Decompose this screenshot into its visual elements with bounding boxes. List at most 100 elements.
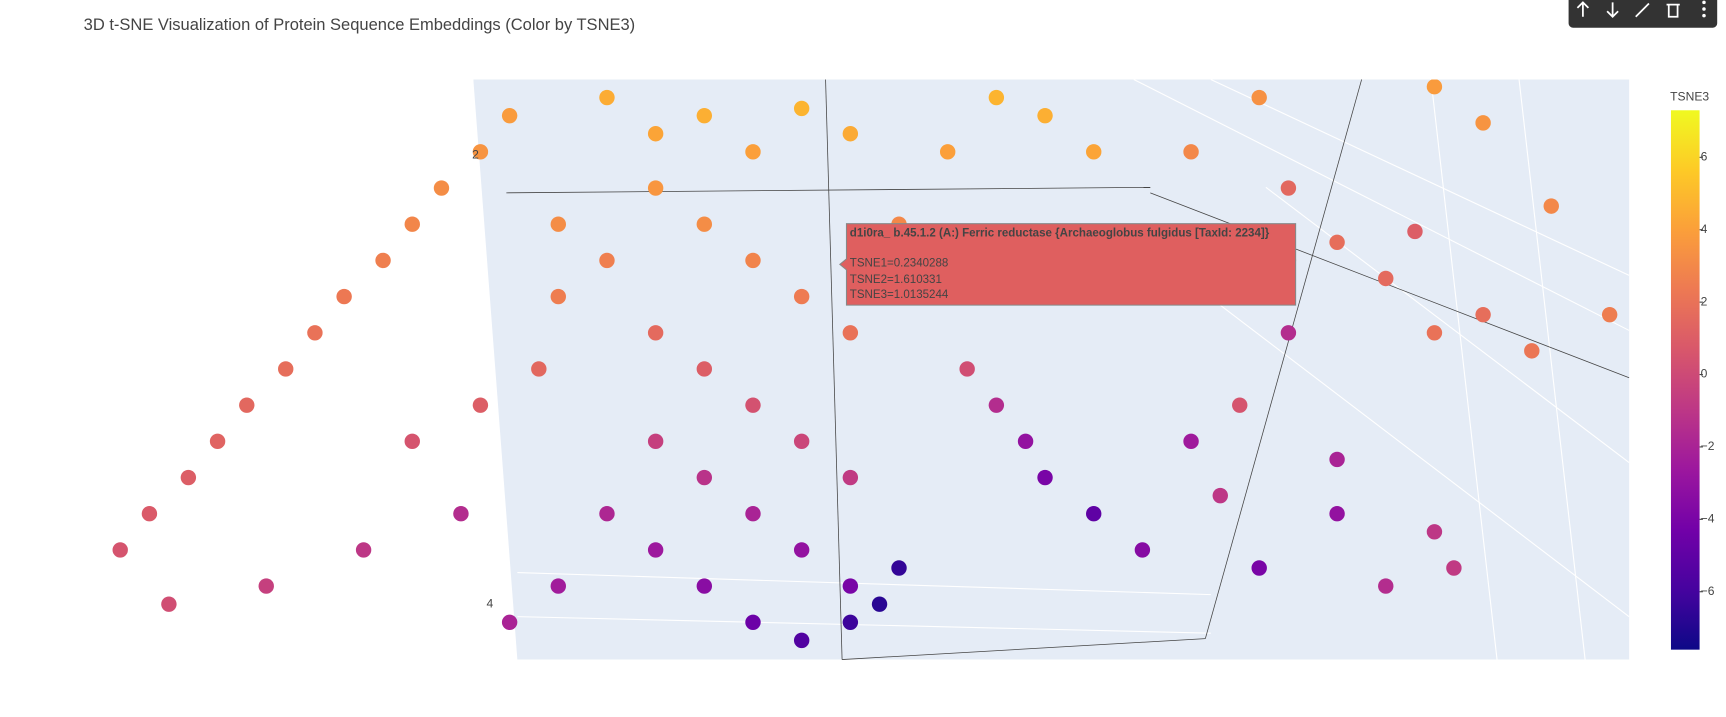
point: [599, 89, 615, 106]
point: [793, 632, 810, 649]
point: [258, 578, 274, 594]
point: [1280, 325, 1297, 341]
point: [1426, 79, 1443, 95]
point: [1212, 487, 1228, 504]
point: [336, 288, 352, 305]
point: [1183, 144, 1199, 160]
point: [599, 506, 615, 522]
more-icon[interactable]: [1702, 0, 1706, 18]
point: [793, 100, 810, 117]
delete-icon[interactable]: [1666, 3, 1680, 18]
point: [696, 469, 713, 486]
tooltip-line: TSNE2=1.610331: [850, 274, 942, 286]
point: [1601, 306, 1618, 323]
point: [141, 506, 158, 522]
point: [696, 578, 713, 594]
point: [745, 144, 761, 160]
tooltip-line: TSNE1=0.2340288: [850, 257, 949, 269]
point: [1329, 451, 1345, 468]
point: [842, 469, 859, 486]
point: [647, 542, 664, 558]
overlay: 24: [472, 148, 493, 611]
point: [501, 107, 518, 124]
point: [647, 433, 664, 450]
point: [871, 596, 888, 612]
colorbar-title: TSNE3: [1670, 89, 1709, 103]
point: [550, 216, 566, 232]
tooltip-line: TSNE3=1.0135244: [850, 289, 949, 301]
point: [647, 126, 664, 142]
point: [1134, 542, 1151, 558]
point: [1037, 107, 1053, 124]
point: [696, 361, 713, 377]
point: [842, 325, 859, 341]
point: [550, 288, 566, 305]
colorbar-tick-label: 2: [1701, 294, 1708, 308]
point: [1251, 560, 1267, 576]
point: [472, 397, 489, 413]
point: [988, 397, 1005, 413]
point: [1251, 89, 1267, 106]
point: [1329, 234, 1345, 251]
point: [1407, 223, 1423, 240]
point: [842, 578, 859, 594]
point: [1378, 578, 1394, 594]
point: [745, 397, 761, 413]
point: [1037, 469, 1053, 486]
colorbar-scale: [1670, 110, 1700, 650]
point: [988, 89, 1005, 106]
point: [1086, 506, 1102, 522]
scene-tick-label: 4: [486, 597, 493, 611]
point: [404, 216, 420, 232]
move-up-icon[interactable]: [1576, 1, 1590, 17]
scene-background: [71, 78, 1630, 660]
point: [161, 596, 177, 612]
colorbar-tick-label: −6: [1701, 584, 1715, 598]
point: [1017, 433, 1034, 450]
point: [278, 361, 294, 377]
edit-icon[interactable]: [1635, 2, 1650, 18]
point: [959, 361, 975, 377]
point: [531, 361, 547, 377]
colorbar-tick-label: −2: [1701, 439, 1715, 453]
point: [1426, 325, 1443, 341]
point: [550, 578, 566, 594]
hover-tooltip: d1i0ra_ b.45.1.2 (A:) Ferric reductase {…: [839, 223, 1297, 306]
point: [307, 325, 323, 341]
colorbar-tick-label: 6: [1701, 150, 1708, 164]
point: [1524, 343, 1540, 359]
point: [842, 126, 859, 142]
colorbar-tick-label: 0: [1701, 367, 1708, 381]
point: [696, 107, 713, 124]
point: [1543, 198, 1559, 214]
tooltip-title: d1i0ra_ b.45.1.2 (A:) Ferric reductase {…: [850, 228, 1270, 240]
point: [1280, 180, 1297, 196]
point: [647, 325, 664, 341]
point: [1329, 506, 1345, 522]
point: [1232, 397, 1248, 413]
point: [793, 542, 810, 558]
colorbar-tick-label: −4: [1701, 512, 1715, 526]
point: [433, 180, 450, 196]
point: [375, 252, 391, 269]
point: [745, 252, 761, 269]
point: [1086, 144, 1102, 160]
point: [472, 144, 489, 160]
modebar: [1568, 0, 1718, 28]
point: [355, 542, 372, 558]
colorbar-tick-label: 4: [1701, 222, 1708, 236]
colorbar: 6 4 2 0 −2 −4 −6: [1670, 110, 1715, 650]
chart-title: 3D t-SNE Visualization of Protein Sequen…: [84, 16, 636, 34]
point: [647, 180, 664, 196]
point: [842, 614, 859, 630]
point: [745, 614, 761, 630]
point: [793, 433, 810, 450]
point: [501, 614, 518, 630]
scene-tick-label: 2: [472, 148, 479, 162]
point: [1378, 270, 1394, 287]
move-down-icon[interactable]: [1606, 2, 1619, 18]
point: [939, 144, 956, 160]
point: [745, 506, 761, 522]
point: [1475, 115, 1491, 131]
